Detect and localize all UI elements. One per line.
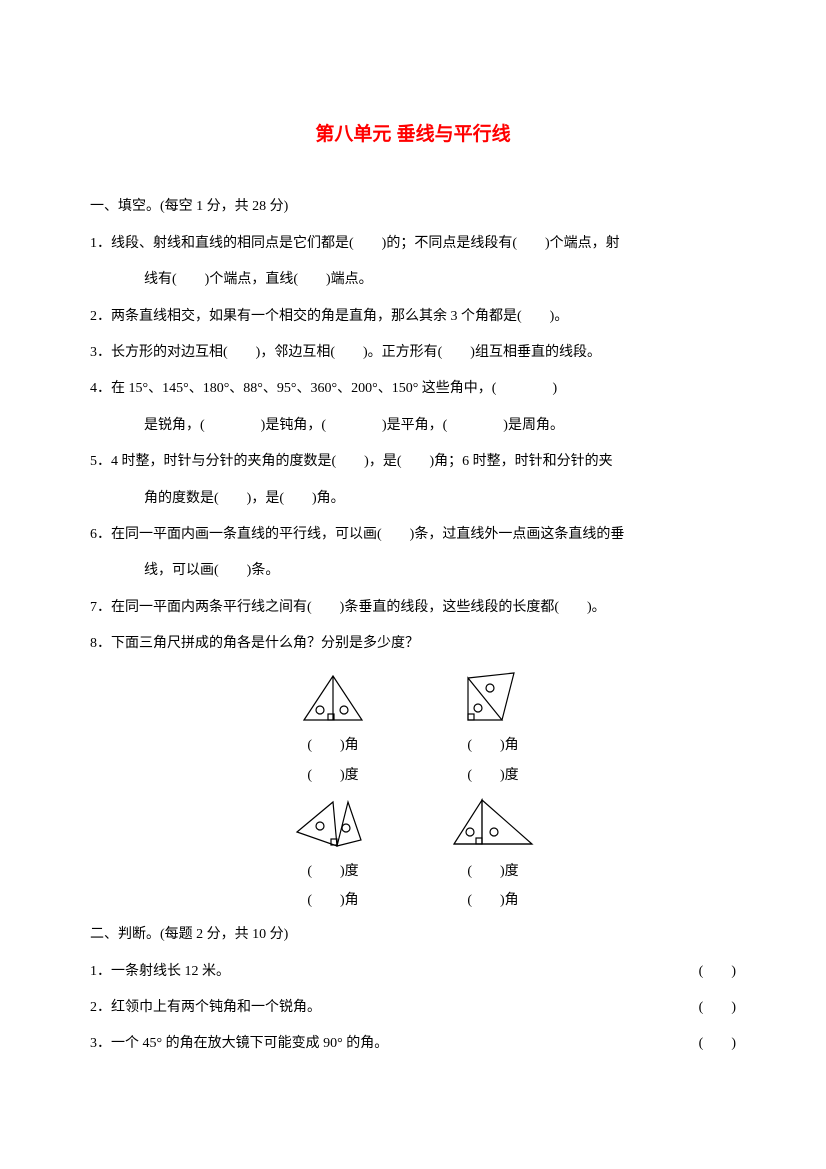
figure-3 xyxy=(288,796,378,851)
cap-4-angle: ( )角 xyxy=(448,888,538,913)
q6-line1: 6．在同一平面内画一条直线的平行线，可以画( )条，过直线外一点画这条直线的垂 xyxy=(90,517,736,553)
q8-header: 8．下面三角尺拼成的角各是什么角？分别是多少度？ xyxy=(90,626,736,662)
judge-3: 3．一个 45° 的角在放大镜下可能变成 90° 的角。 ( ) xyxy=(90,1026,736,1062)
figure-row-1 xyxy=(90,670,736,725)
q4-line2: 是锐角，( )是钝角，( )是平角，( )是周角。 xyxy=(90,408,736,444)
q3: 3．长方形的对边互相( )，邻边互相( )。正方形有( )组互相垂直的线段。 xyxy=(90,335,736,371)
figure-1 xyxy=(288,670,378,725)
cap-2-degree: ( )度 xyxy=(448,763,538,788)
cap-2-angle: ( )角 xyxy=(448,733,538,758)
title-text: 第八单元 垂线与平行线 xyxy=(315,124,510,145)
q4: 4．在 15°、145°、180°、88°、95°、360°、200°、150°… xyxy=(90,371,736,444)
q5: 5．4 时整，时针与分针的夹角的度数是( )，是( )角；6 时整，时针和分针的… xyxy=(90,444,736,517)
caption-row-2a: ( )度 ( )度 xyxy=(90,859,736,884)
judge-2-paren: ( ) xyxy=(699,990,736,1026)
caption-row-2b: ( )角 ( )角 xyxy=(90,888,736,913)
cap-3-degree: ( )度 xyxy=(288,859,378,884)
cap-1-degree: ( )度 xyxy=(288,763,378,788)
q1-line2: 线有( )个端点，直线( )端点。 xyxy=(90,262,736,298)
cap-3-angle: ( )角 xyxy=(288,888,378,913)
judge-2: 2．红领巾上有两个钝角和一个锐角。 ( ) xyxy=(90,990,736,1026)
q4-line1: 4．在 15°、145°、180°、88°、95°、360°、200°、150°… xyxy=(90,371,736,407)
q7: 7．在同一平面内两条平行线之间有( )条垂直的线段，这些线段的长度都( )。 xyxy=(90,590,736,626)
section2-header: 二、判断。(每题 2 分，共 10 分) xyxy=(90,917,736,953)
cap-1-angle: ( )角 xyxy=(288,733,378,758)
figure-2 xyxy=(448,670,538,725)
q2: 2．两条直线相交，如果有一个相交的角是直角，那么其余 3 个角都是( )。 xyxy=(90,299,736,335)
judge-1-text: 1．一条射线长 12 米。 xyxy=(90,954,230,990)
figure-row-2 xyxy=(90,796,736,851)
caption-row-1b: ( )度 ( )度 xyxy=(90,763,736,788)
q1-line1: 1．线段、射线和直线的相同点是它们都是( )的；不同点是线段有( )个端点，射 xyxy=(90,226,736,262)
section1-header: 一、填空。(每空 1 分，共 28 分) xyxy=(90,189,736,225)
judge-1-paren: ( ) xyxy=(699,954,736,990)
q5-line1: 5．4 时整，时针与分针的夹角的度数是( )，是( )角；6 时整，时针和分针的… xyxy=(90,444,736,480)
caption-row-1a: ( )角 ( )角 xyxy=(90,733,736,758)
page-title: 第八单元 垂线与平行线 xyxy=(90,110,736,159)
q6-line2: 线，可以画( )条。 xyxy=(90,553,736,589)
judge-3-paren: ( ) xyxy=(699,1026,736,1062)
judge-1: 1．一条射线长 12 米。 ( ) xyxy=(90,954,736,990)
cap-4-degree: ( )度 xyxy=(448,859,538,884)
q6: 6．在同一平面内画一条直线的平行线，可以画( )条，过直线外一点画这条直线的垂 … xyxy=(90,517,736,590)
judge-3-text: 3．一个 45° 的角在放大镜下可能变成 90° 的角。 xyxy=(90,1026,388,1062)
q5-line2: 角的度数是( )，是( )角。 xyxy=(90,481,736,517)
q1: 1．线段、射线和直线的相同点是它们都是( )的；不同点是线段有( )个端点，射 … xyxy=(90,226,736,299)
figure-4 xyxy=(448,796,538,851)
judge-2-text: 2．红领巾上有两个钝角和一个锐角。 xyxy=(90,990,321,1026)
